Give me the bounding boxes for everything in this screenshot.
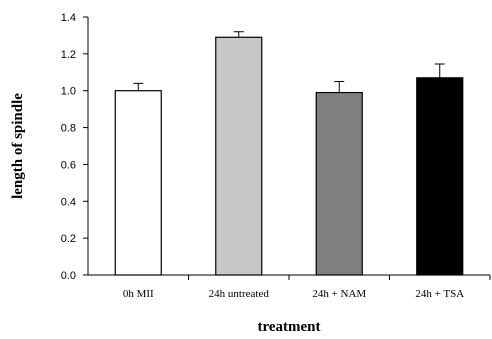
category-label: 24h + TSA [415,288,464,300]
bar [114,90,162,276]
y-tick-label: 0.6 [61,159,76,171]
bar [416,77,464,276]
x-axis-title: treatment [257,319,320,334]
y-tick-label: 0.2 [61,233,76,245]
category-label: 24h untreated [209,288,270,300]
y-axis-title: length of spindle [10,93,26,199]
y-tick-label: 0.0 [61,270,76,282]
bar [315,91,363,276]
y-ticks: 0.0 0.2 0.4 0.6 0.8 1.0 1.2 1.4 [61,12,88,282]
y-tick-label: 0.8 [61,123,76,135]
category-label: 24h + NAM [312,288,366,300]
y-tick-label: 1.2 [61,49,76,61]
y-tick-label: 1.4 [61,12,76,24]
error-bars [133,31,445,93]
bar [215,36,263,276]
bars [114,36,464,276]
y-tick-label: 1.0 [61,86,76,98]
y-tick-label: 0.4 [61,196,76,208]
category-label: 0h MII [123,288,154,300]
category-labels: 0h MII 24h untreated 24h + NAM 24h + TSA [123,288,464,300]
